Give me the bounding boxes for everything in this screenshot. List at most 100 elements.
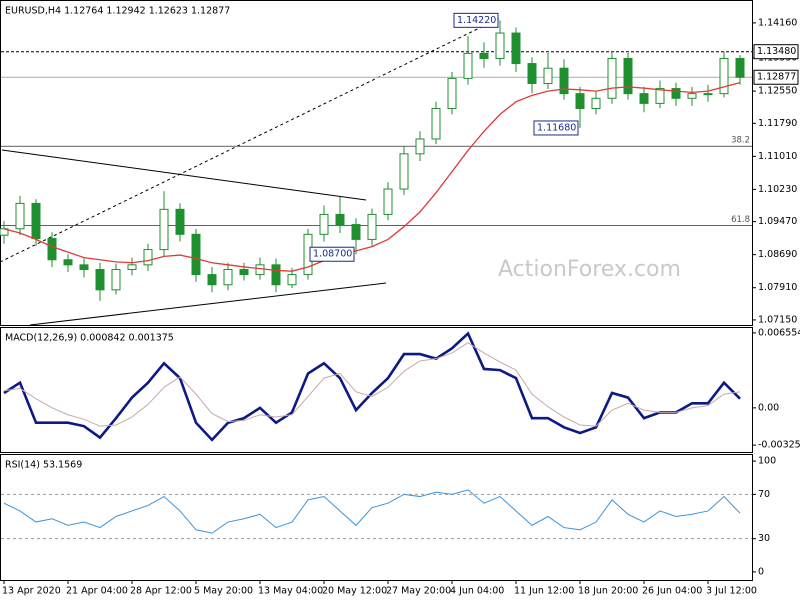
price-label: 1.13480 <box>757 46 796 57</box>
y-tick-label: 1.07150 <box>758 314 797 325</box>
y-tick-label: 1.11790 <box>758 118 797 129</box>
panel-title: EURUSD,H4 1.12764 1.12942 1.12623 1.1287… <box>5 6 230 17</box>
candle-body <box>111 268 121 291</box>
y-tick-label: 0 <box>758 566 764 577</box>
y-tick-label: 100 <box>758 456 776 467</box>
annotation-label: 1.11680 <box>537 122 576 133</box>
y-tick-label: 1.11010 <box>758 151 797 162</box>
x-tick-label: 3 Jul 12:00 <box>706 586 757 597</box>
channel-line <box>0 17 501 263</box>
trend-line <box>29 282 387 326</box>
y-tick-label: -0.003259 <box>758 440 800 451</box>
y-tick-label: 0.00 <box>758 402 779 413</box>
candle-body <box>735 57 745 78</box>
candle-body <box>367 213 377 240</box>
candle-body <box>703 93 713 96</box>
price-label-box <box>753 69 799 85</box>
x-tick-label: 13 Apr 2020 <box>2 586 61 597</box>
candle-body <box>591 97 601 109</box>
candle-body <box>271 264 281 286</box>
candle-body <box>671 88 681 99</box>
x-tick-label: 4 Jun 04:00 <box>450 586 504 597</box>
x-tick-label: 26 Jun 04:00 <box>642 586 702 597</box>
candle-body <box>639 93 649 104</box>
candle-body <box>15 202 25 230</box>
indicator-line <box>3 489 741 534</box>
candle-body <box>191 233 201 276</box>
fib-label: 61.8 <box>731 215 750 225</box>
candle-body <box>431 107 441 140</box>
candle-body <box>175 208 185 235</box>
candle-body <box>399 153 409 190</box>
candle-body <box>655 88 665 104</box>
fib-label: 38.2 <box>731 136 750 146</box>
candle-body <box>143 249 153 266</box>
candle-body <box>287 274 297 286</box>
indicator-line <box>3 331 741 442</box>
candle-body <box>207 274 217 286</box>
annotation-label: 1.08700 <box>313 249 352 260</box>
candle-body <box>383 188 393 215</box>
candle-body <box>127 264 137 270</box>
candle-body <box>447 77 457 109</box>
candle-body <box>575 93 585 109</box>
candle-body <box>607 57 617 99</box>
y-tick-label: 70 <box>758 489 770 500</box>
candle-body <box>31 202 41 240</box>
candle-body <box>95 268 105 291</box>
indicator-line <box>3 342 741 427</box>
y-tick-label: 1.10230 <box>758 184 797 195</box>
panel-title: MACD(12,26,9) 0.000842 0.001375 <box>5 333 174 344</box>
x-tick-label: 11 Jun 12:00 <box>514 586 574 597</box>
watermark: ActionForex.com <box>498 257 681 282</box>
panel-frame <box>0 0 753 326</box>
panel-title: RSI(14) 53.1569 <box>5 460 82 471</box>
candle-body <box>351 224 361 240</box>
x-tick-label: 28 Apr 12:00 <box>130 586 192 597</box>
trend-line <box>1 149 367 201</box>
candle-body <box>415 138 425 155</box>
panel-frame <box>0 454 753 581</box>
candle-body <box>687 93 697 99</box>
candle-body <box>479 52 489 59</box>
candle-body <box>335 213 345 226</box>
y-tick-label: 1.12550 <box>758 86 797 97</box>
annotation-box <box>309 246 355 262</box>
annotation-box <box>453 12 499 28</box>
candle-body <box>719 57 729 95</box>
x-tick-label: 18 Jun 20:00 <box>578 586 638 597</box>
x-tick-label: 13 May 04:00 <box>258 586 323 597</box>
candle-body <box>495 32 505 59</box>
candle-body <box>159 208 169 251</box>
candle-body <box>239 268 249 276</box>
candle-body <box>527 63 537 84</box>
panel-frame <box>0 327 753 453</box>
candle-body <box>543 67 553 84</box>
price-label: 1.12877 <box>757 72 796 83</box>
y-tick-label: 1.14160 <box>758 17 797 28</box>
x-tick-label: 20 May 12:00 <box>322 586 387 597</box>
candle-body <box>79 264 89 270</box>
y-tick-label: 1.07910 <box>758 282 797 293</box>
x-tick-label: 5 May 20:00 <box>194 586 253 597</box>
candle-body <box>463 52 473 79</box>
y-tick-label: 1.08690 <box>758 249 797 260</box>
price-label-box <box>753 44 799 60</box>
candle-body <box>223 268 233 286</box>
annotation-label: 1.14220 <box>457 15 496 26</box>
candle-body <box>47 238 57 261</box>
candle-body <box>255 264 265 276</box>
y-tick-label: 0.006554 <box>758 327 800 338</box>
y-tick-label: 1.09470 <box>758 216 797 227</box>
candle-body <box>623 57 633 95</box>
moving-average <box>3 81 741 272</box>
candle-body <box>559 67 569 95</box>
candle-body <box>63 259 73 266</box>
annotation-box <box>533 120 579 136</box>
candle-body <box>511 32 521 65</box>
x-tick-label: 27 May 20:00 <box>386 586 451 597</box>
candle-body <box>319 213 329 235</box>
y-tick-label: 30 <box>758 533 770 544</box>
